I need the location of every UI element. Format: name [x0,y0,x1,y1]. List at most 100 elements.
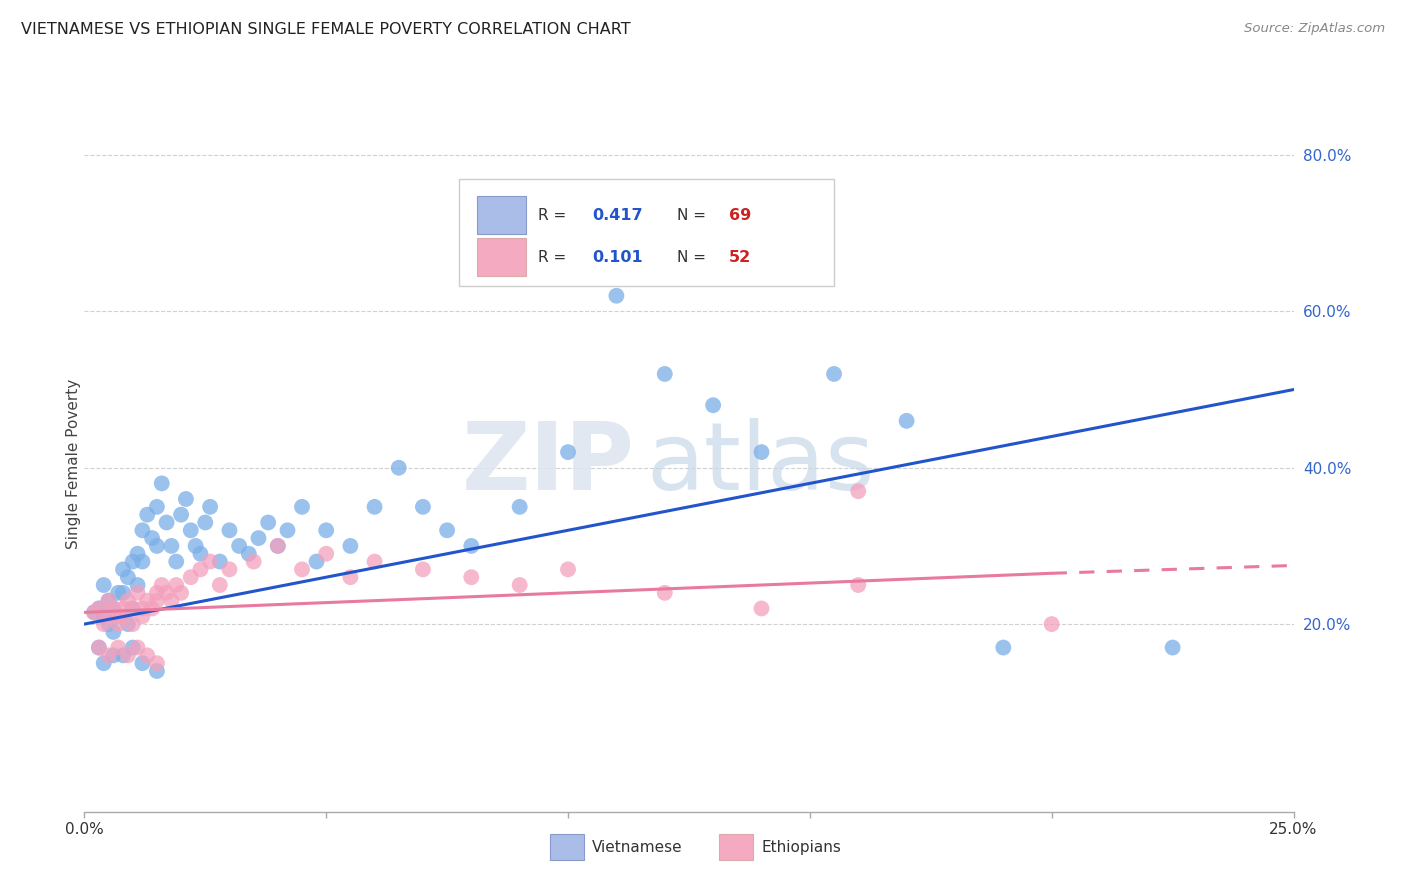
Point [165,555,187,569]
Point [136,593,159,607]
Point [131,555,153,569]
Point [155,516,177,530]
Point [605,289,627,303]
Text: ZIP: ZIP [461,417,634,510]
Point [112,586,135,600]
Point [180,523,202,537]
Point [141,531,163,545]
Point [131,601,153,615]
Point [146,664,169,678]
Point [228,539,250,553]
Point [315,523,337,537]
Point [238,547,260,561]
Point [267,539,290,553]
Point [87,640,110,655]
Point [412,562,434,576]
Point [107,609,129,624]
Point [291,562,314,576]
Point [751,445,773,459]
Point [160,593,183,607]
Point [896,414,918,428]
Point [112,601,135,615]
Point [194,516,217,530]
Point [121,601,143,615]
Point [654,586,676,600]
Point [97,648,120,663]
Point [103,648,125,663]
Point [87,640,110,655]
Point [174,491,197,506]
Point [208,555,231,569]
Point [198,500,221,514]
Point [993,640,1015,655]
Point [146,500,169,514]
Point [87,601,110,615]
Point [1040,617,1063,632]
Point [363,500,385,514]
Point [315,547,337,561]
Text: R =: R = [538,208,571,223]
Point [112,648,135,663]
Point [131,609,153,624]
Point [127,640,149,655]
Point [136,648,159,663]
Point [146,656,169,670]
Point [339,570,361,584]
Text: Ethiopians: Ethiopians [762,839,841,855]
Point [363,555,385,569]
Point [276,523,298,537]
Point [93,617,115,632]
Point [131,656,153,670]
Point [702,398,724,412]
Point [460,570,482,584]
Point [131,523,153,537]
Point [170,508,193,522]
Point [117,648,139,663]
Point [460,539,482,553]
Text: Vietnamese: Vietnamese [592,839,683,855]
Point [112,609,135,624]
Point [121,601,143,615]
Point [97,593,120,607]
Text: 0.417: 0.417 [592,208,643,223]
Point [97,617,120,632]
Point [218,562,240,576]
Point [146,593,169,607]
Point [823,367,845,381]
Point [103,601,125,615]
Point [103,601,125,615]
Point [93,656,115,670]
Point [412,500,434,514]
Point [103,624,125,639]
Point [112,562,135,576]
Point [107,609,129,624]
Point [184,539,207,553]
Point [509,500,531,514]
Point [146,539,169,553]
Point [190,547,212,561]
Point [136,508,159,522]
Point [557,445,579,459]
Point [97,609,120,624]
Point [198,555,221,569]
Point [97,593,120,607]
Point [107,617,129,632]
Point [190,562,212,576]
Text: 0.101: 0.101 [592,250,643,265]
Point [160,539,183,553]
Point [87,601,110,615]
FancyBboxPatch shape [550,834,583,861]
Point [117,570,139,584]
Point [846,578,869,592]
Point [117,617,139,632]
Point [127,578,149,592]
Point [557,562,579,576]
Point [267,539,290,553]
Point [93,609,115,624]
Point [83,606,105,620]
Text: N =: N = [676,208,710,223]
FancyBboxPatch shape [478,196,526,235]
Point [208,578,231,592]
Point [165,578,187,592]
Point [170,586,193,600]
